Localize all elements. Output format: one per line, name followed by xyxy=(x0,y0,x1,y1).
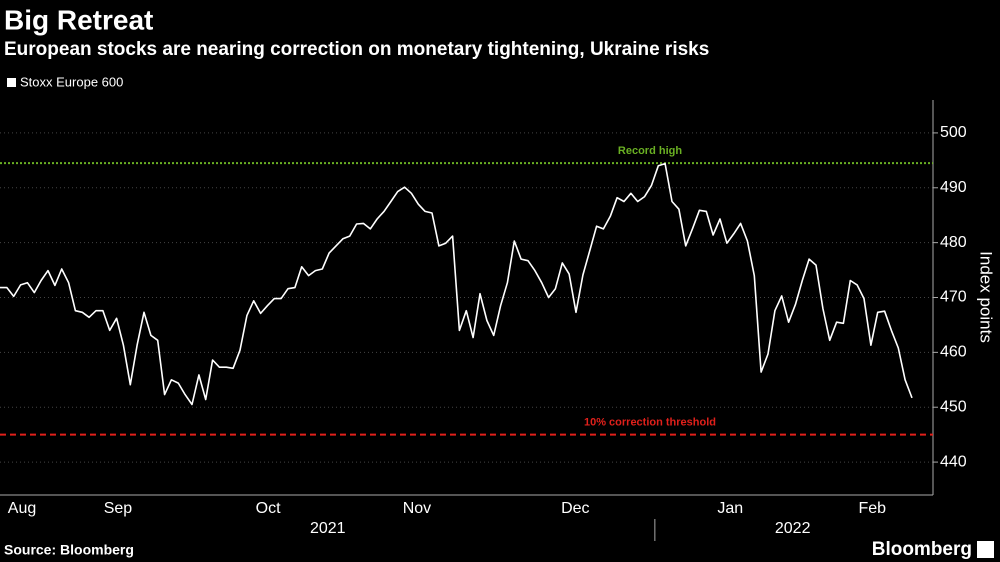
y-axis-label: Index points xyxy=(977,251,996,343)
y-tick-label: 460 xyxy=(940,344,967,361)
line-series xyxy=(0,162,913,406)
y-tick-label: 490 xyxy=(940,179,967,196)
chart-subtitle: European stocks are nearing correction o… xyxy=(4,39,709,60)
reference-label: Record high xyxy=(618,145,682,157)
x-tick-label: Oct xyxy=(256,500,281,517)
y-tick-label: 480 xyxy=(940,234,967,251)
legend-swatch xyxy=(7,78,16,87)
x-tick-label: Aug xyxy=(8,500,36,517)
y-tick-label: 470 xyxy=(940,289,967,306)
y-tick-label: 440 xyxy=(940,453,967,470)
x-tick-label: Dec xyxy=(561,500,589,517)
source: Source: Bloomberg xyxy=(4,542,134,558)
year-label: 2022 xyxy=(775,520,811,537)
reference-label: 10% correction threshold xyxy=(584,417,716,429)
legend-label: Stoxx Europe 600 xyxy=(20,74,123,89)
brand-icon xyxy=(977,541,994,558)
x-tick-label: Sep xyxy=(104,500,133,517)
year-label: 2021 xyxy=(310,520,346,537)
x-tick-label: Jan xyxy=(717,500,743,517)
y-tick-label: 500 xyxy=(940,124,967,141)
x-tick-label: Nov xyxy=(403,500,431,517)
brand: Bloomberg xyxy=(872,539,972,560)
chart-title: Big Retreat xyxy=(4,4,153,35)
y-tick-label: 450 xyxy=(940,398,967,415)
x-tick-label: Feb xyxy=(858,500,886,517)
